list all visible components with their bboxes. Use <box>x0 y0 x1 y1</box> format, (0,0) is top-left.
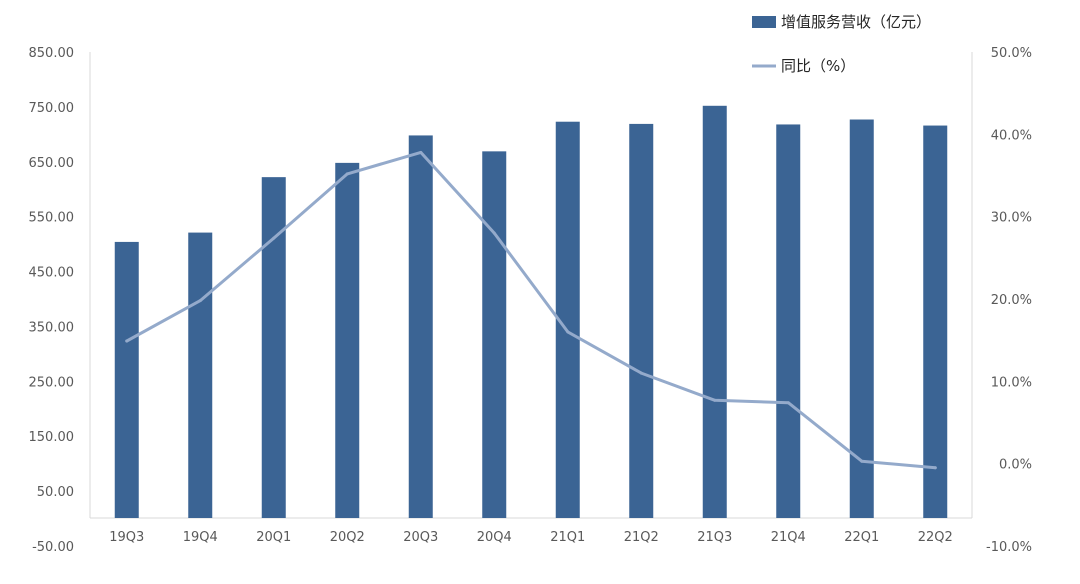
line-point <box>786 401 790 405</box>
left-tick-label: 650.00 <box>29 156 75 171</box>
line-series <box>125 150 937 470</box>
left-tick-label: 250.00 <box>29 375 75 390</box>
bar <box>702 105 727 519</box>
x-tick-label: 20Q4 <box>477 530 512 545</box>
right-tick-label: 0.0% <box>999 458 1032 473</box>
left-tick-label: 850.00 <box>29 46 75 61</box>
right-tick-label: 20.0% <box>991 293 1032 308</box>
x-tick-label: 20Q2 <box>330 530 365 545</box>
left-tick-label: 150.00 <box>29 430 75 445</box>
x-tick-label: 22Q2 <box>918 530 953 545</box>
line-point <box>566 330 570 334</box>
line-point <box>639 371 643 375</box>
left-tick-label: -50.00 <box>32 540 74 555</box>
bar <box>188 232 213 518</box>
line-point <box>272 236 276 240</box>
bar <box>849 119 874 518</box>
legend-bar-swatch <box>752 16 776 28</box>
line-point <box>125 339 129 343</box>
line-point <box>713 398 717 402</box>
bar-series <box>114 105 948 519</box>
bar <box>261 177 286 518</box>
x-tick-label: 21Q1 <box>550 530 585 545</box>
left-tick-label: 750.00 <box>29 101 75 116</box>
right-tick-label: -10.0% <box>986 540 1032 555</box>
x-tick-label: 19Q4 <box>183 530 218 545</box>
left-tick-label: 350.00 <box>29 320 75 335</box>
right-tick-label: 50.0% <box>991 46 1032 61</box>
legend-line-label: 同比（%） <box>781 57 855 75</box>
legend-bar-label: 增值服务营收（亿元） <box>781 13 931 31</box>
x-tick-label: 19Q3 <box>109 530 144 545</box>
right-axis-ticks: -10.0% 0.0% 10.0% 20.0% 30.0% 40.0% 50.0% <box>986 46 1032 555</box>
line-point <box>860 459 864 463</box>
bar <box>114 241 139 518</box>
line-point <box>345 172 349 176</box>
line-point <box>198 299 202 303</box>
left-tick-label: 450.00 <box>29 266 75 281</box>
x-tick-label: 22Q1 <box>844 530 879 545</box>
bar <box>923 125 948 518</box>
x-axis-ticks: 19Q3 19Q4 20Q1 20Q2 20Q3 20Q4 21Q1 21Q2 21Q3 21Q4… <box>109 530 953 545</box>
x-tick-label: 20Q3 <box>403 530 438 545</box>
x-tick-label: 21Q4 <box>771 530 806 545</box>
right-tick-label: 30.0% <box>991 211 1032 226</box>
yoy-line <box>125 150 937 470</box>
x-tick-label: 21Q2 <box>624 530 659 545</box>
bar <box>335 162 360 518</box>
left-axis-ticks: -50.00 50.00 150.00 250.00 350.00 450.00 550.0… <box>29 46 75 555</box>
right-tick-label: 10.0% <box>991 375 1032 390</box>
bar <box>776 124 801 518</box>
right-tick-label: 40.0% <box>991 128 1032 143</box>
line-point <box>419 150 423 154</box>
x-tick-label: 20Q1 <box>256 530 291 545</box>
line-point <box>933 466 937 470</box>
x-tick-label: 21Q3 <box>697 530 732 545</box>
line-point <box>492 231 496 235</box>
legend: 增值服务营收（亿元） 同比（%） <box>752 13 931 75</box>
bar <box>482 151 507 519</box>
left-tick-label: 50.00 <box>37 485 74 500</box>
left-tick-label: 550.00 <box>29 211 75 226</box>
bar <box>629 123 654 518</box>
bar <box>408 135 433 519</box>
